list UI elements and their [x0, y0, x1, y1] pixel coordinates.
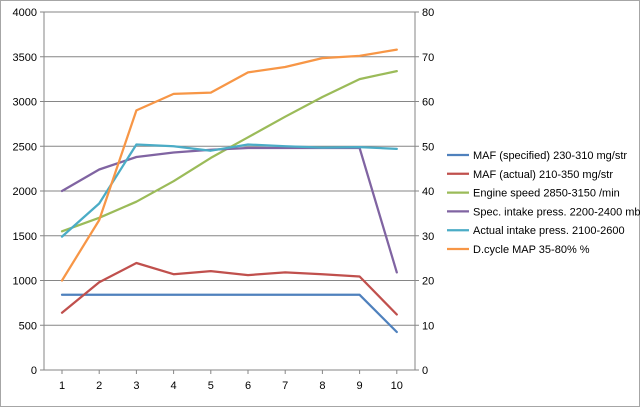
x-tick-label: 7 — [282, 380, 288, 392]
y-right-tick-label: 50 — [422, 141, 434, 153]
series-line-6 — [60, 48, 398, 282]
x-tick-label: 6 — [245, 380, 251, 392]
y-left-tick-label: 2500 — [13, 141, 37, 153]
x-tick-label: 1 — [59, 380, 65, 392]
x-tick-label: 8 — [319, 380, 325, 392]
x-tick-label: 4 — [171, 380, 177, 392]
legend-label: Actual intake press. 2100-2600 — [473, 225, 625, 237]
y-left-tick-label: 1500 — [13, 231, 37, 243]
series-line-3 — [60, 69, 398, 233]
y-right-tick-label: 30 — [422, 231, 434, 243]
x-tick-label: 2 — [96, 380, 102, 392]
y-left-tick-label: 2000 — [13, 186, 37, 198]
y-right-tick-label: 0 — [422, 365, 428, 377]
y-axis-left-ticks: 0 500 1000 1500 2000 2500 3000 3500 4000 — [13, 7, 44, 377]
series-line-5 — [60, 143, 398, 238]
y-left-tick-label: 3500 — [13, 52, 37, 64]
legend-label: MAF (actual) 210-350 mg/str — [473, 169, 613, 181]
y-right-tick-label: 40 — [422, 186, 434, 198]
y-left-tick-label: 500 — [19, 320, 37, 332]
y-left-tick-label: 0 — [31, 365, 37, 377]
y-left-tick-label: 4000 — [13, 7, 37, 19]
y-right-tick-label: 60 — [422, 97, 434, 109]
series-line-1 — [60, 293, 398, 334]
y-right-tick-label: 20 — [422, 276, 434, 288]
series-lines — [60, 48, 398, 334]
legend-label: Spec. intake press. 2200-2400 mbar — [473, 206, 640, 218]
series-line-2 — [60, 261, 398, 316]
legend-label: D.cycle MAP 35-80% % — [473, 244, 590, 256]
y-right-tick-label: 70 — [422, 52, 434, 64]
y-right-tick-label: 80 — [422, 7, 434, 19]
x-tick-label: 5 — [208, 380, 214, 392]
y-axis-right-ticks: 0 10 20 30 40 50 60 70 80 — [415, 7, 434, 377]
x-tick-label: 3 — [133, 380, 139, 392]
legend-label: Engine speed 2850-3150 /min — [473, 188, 620, 200]
y-left-tick-label: 3000 — [13, 97, 37, 109]
x-tick-label: 9 — [357, 380, 363, 392]
y-left-tick-label: 1000 — [13, 276, 37, 288]
x-tick-label: 10 — [391, 380, 403, 392]
x-axis-ticks: 1 2 3 4 5 6 7 8 9 10 — [59, 370, 403, 392]
series-line-4 — [60, 146, 398, 274]
legend: MAF (specified) 230-310 mg/str MAF (actua… — [447, 150, 640, 256]
legend-label: MAF (specified) 230-310 mg/str — [473, 150, 627, 162]
y-right-tick-label: 10 — [422, 320, 434, 332]
